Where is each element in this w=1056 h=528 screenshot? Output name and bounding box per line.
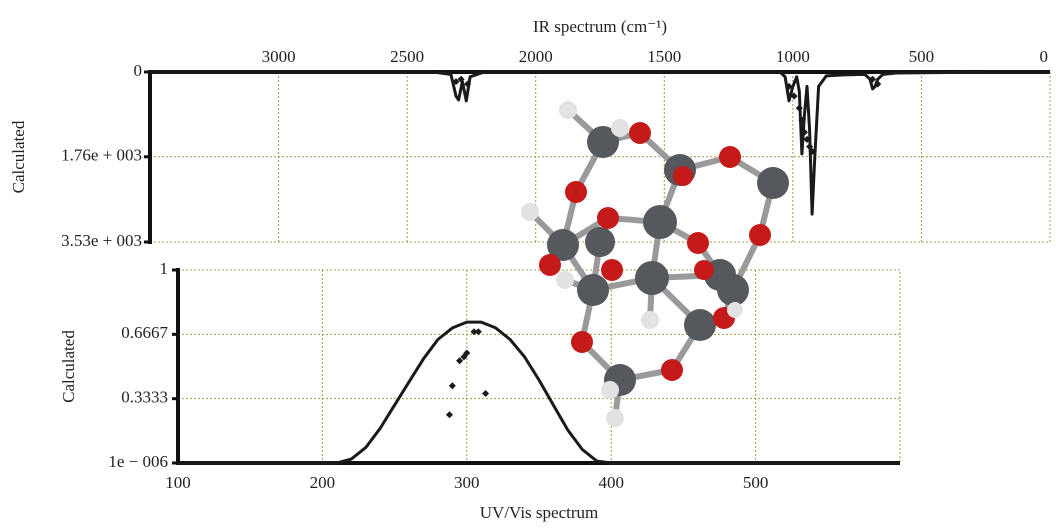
x-tick-label: 1500 xyxy=(647,47,681,66)
plot-frame xyxy=(178,270,900,463)
y-tick-label: 1.76e + 003 xyxy=(61,146,142,165)
y-tick-label: 0.3333 xyxy=(121,388,168,407)
y-tick-label: 0.6667 xyxy=(121,323,168,342)
data-point xyxy=(446,411,453,418)
figure: 30002500200015001000500001.76e + 0033.53… xyxy=(0,0,1056,528)
x-axis-title: UV/Vis spectrum xyxy=(480,503,598,522)
y-axis-title: Calculated xyxy=(59,330,78,403)
spectrum-line xyxy=(178,322,900,463)
y-tick-label: 3.53e + 003 xyxy=(61,231,142,250)
x-tick-label: 400 xyxy=(598,473,624,492)
data-point xyxy=(482,390,489,397)
y-tick-label: 1 xyxy=(160,259,169,278)
x-tick-label: 2500 xyxy=(390,47,424,66)
x-tick-label: 2000 xyxy=(519,47,553,66)
x-tick-label: 100 xyxy=(165,473,191,492)
x-tick-label: 1000 xyxy=(776,47,810,66)
x-tick-label: 500 xyxy=(909,47,935,66)
x-axis-title: IR spectrum (cm⁻¹) xyxy=(533,17,667,36)
data-point xyxy=(796,105,803,112)
x-tick-label: 200 xyxy=(310,473,336,492)
data-point xyxy=(449,382,456,389)
x-tick-label: 500 xyxy=(743,473,769,492)
y-tick-label: 0 xyxy=(134,61,143,80)
x-tick-label: 0 xyxy=(1040,47,1049,66)
y-tick-label: 1e − 006 xyxy=(108,452,168,471)
y-axis-title: Calculated xyxy=(9,120,28,193)
x-tick-label: 3000 xyxy=(262,47,296,66)
x-tick-label: 300 xyxy=(454,473,480,492)
